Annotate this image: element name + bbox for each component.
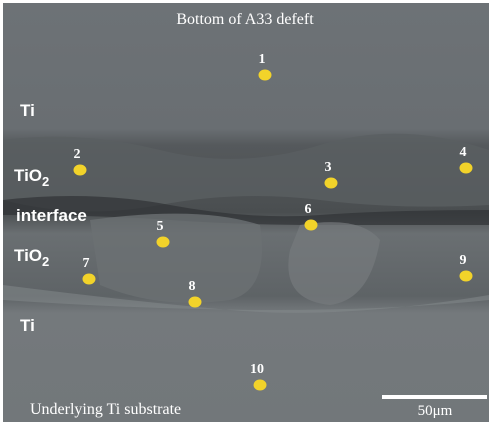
point-label: 1 xyxy=(259,52,266,67)
point-label: 5 xyxy=(157,219,164,234)
point-label: 3 xyxy=(325,160,332,175)
layer-label: interface xyxy=(16,206,87,225)
layer-text: Ti xyxy=(20,101,35,120)
layer-text: TiO xyxy=(14,166,42,185)
point-label: 10 xyxy=(250,362,264,377)
title: Bottom of A33 defeft xyxy=(176,11,314,28)
point-marker xyxy=(254,380,267,391)
point-label: 7 xyxy=(83,256,90,271)
point-label: 8 xyxy=(189,279,196,294)
caption: Underlying Ti substrate xyxy=(30,401,181,418)
point-marker xyxy=(74,165,87,176)
point-marker xyxy=(325,178,338,189)
layer-subscript: 2 xyxy=(42,174,49,189)
point-marker xyxy=(305,220,318,231)
layer-text: Ti xyxy=(20,316,35,335)
point-label: 4 xyxy=(460,145,467,160)
point-label: 6 xyxy=(305,202,312,217)
point-marker xyxy=(189,297,202,308)
layer-subscript: 2 xyxy=(42,254,49,269)
point-marker xyxy=(460,271,473,282)
micrograph: Bottom of A33 defeft TiTiO2interfaceTiO2… xyxy=(0,0,492,425)
layer-text: TiO xyxy=(14,246,42,265)
point-marker xyxy=(259,70,272,81)
layer-text: interface xyxy=(16,206,87,225)
tio2-grain xyxy=(90,214,262,303)
point-marker xyxy=(460,163,473,174)
layer-label: Ti xyxy=(20,316,35,335)
scale-bar-label: 50μm xyxy=(418,403,453,419)
point-label: 9 xyxy=(460,253,467,268)
point-label: 2 xyxy=(74,147,81,162)
point-marker xyxy=(157,237,170,248)
point-marker xyxy=(83,274,96,285)
layer-label: Ti xyxy=(20,101,35,120)
